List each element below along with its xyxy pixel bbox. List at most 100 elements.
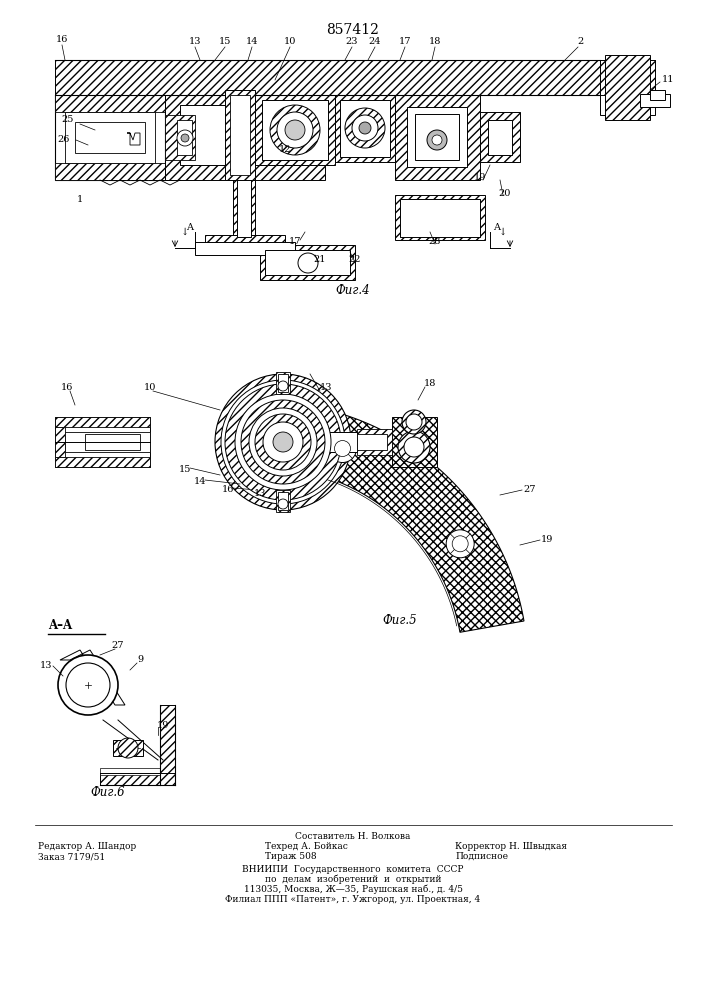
Bar xyxy=(100,768,160,775)
Text: 857412: 857412 xyxy=(327,23,380,37)
Circle shape xyxy=(406,414,422,430)
Bar xyxy=(488,120,512,155)
Bar xyxy=(165,95,325,180)
Polygon shape xyxy=(113,740,143,756)
Text: 17: 17 xyxy=(399,37,411,46)
Polygon shape xyxy=(127,133,140,145)
Bar xyxy=(260,245,355,280)
Text: 22: 22 xyxy=(349,255,361,264)
Bar xyxy=(65,432,150,452)
Text: 27: 27 xyxy=(112,641,124,650)
Circle shape xyxy=(427,130,447,150)
Circle shape xyxy=(249,408,317,476)
Bar xyxy=(600,60,655,95)
Circle shape xyxy=(334,441,351,457)
Text: 23: 23 xyxy=(346,37,358,46)
Bar xyxy=(278,492,288,510)
Text: Тираж 508: Тираж 508 xyxy=(265,852,317,861)
Text: 17: 17 xyxy=(288,237,301,246)
Polygon shape xyxy=(60,650,125,705)
Bar xyxy=(225,90,255,180)
Bar xyxy=(205,235,285,247)
Circle shape xyxy=(345,108,385,148)
Circle shape xyxy=(446,530,474,558)
Bar xyxy=(276,490,290,512)
Text: Техред А. Бойкас: Техред А. Бойкас xyxy=(265,842,348,851)
Bar xyxy=(265,250,350,275)
Circle shape xyxy=(352,115,378,141)
Text: ↓: ↓ xyxy=(499,228,507,236)
Bar xyxy=(278,374,288,392)
Circle shape xyxy=(263,422,303,462)
Bar xyxy=(85,434,140,450)
Text: Филиал ППП «Патент», г. Ужгород, ул. Проектная, 4: Филиал ППП «Патент», г. Ужгород, ул. Про… xyxy=(226,895,481,904)
Bar xyxy=(415,114,459,160)
Text: 16: 16 xyxy=(61,382,74,391)
Text: 9: 9 xyxy=(137,656,143,664)
Text: Корректор Н. Швыдкая: Корректор Н. Швыдкая xyxy=(455,842,567,851)
Bar xyxy=(480,112,520,162)
Bar xyxy=(75,122,145,153)
Text: 113035, Москва, Ж—35, Раушская наб., д. 4/5: 113035, Москва, Ж—35, Раушская наб., д. … xyxy=(243,885,462,894)
Bar xyxy=(335,95,395,162)
Text: 13: 13 xyxy=(189,37,201,46)
Bar xyxy=(55,417,150,467)
Bar xyxy=(600,60,655,115)
Bar xyxy=(65,112,155,163)
Circle shape xyxy=(398,431,430,463)
Bar xyxy=(276,372,290,394)
Circle shape xyxy=(452,536,468,552)
Bar xyxy=(195,242,295,255)
Text: Подписное: Подписное xyxy=(455,852,508,861)
Text: Фиг.6: Фиг.6 xyxy=(90,786,125,800)
Circle shape xyxy=(241,400,325,484)
Text: 18: 18 xyxy=(423,379,436,388)
Circle shape xyxy=(225,384,341,500)
Circle shape xyxy=(58,655,118,715)
Text: 14: 14 xyxy=(194,478,206,487)
Bar xyxy=(400,199,480,237)
Text: 2: 2 xyxy=(577,37,583,46)
Circle shape xyxy=(273,432,293,452)
Bar xyxy=(177,120,192,155)
Text: Составитель Н. Волкова: Составитель Н. Волкова xyxy=(296,832,411,841)
Text: Заказ 7179/51: Заказ 7179/51 xyxy=(38,852,105,861)
Circle shape xyxy=(215,374,351,510)
Circle shape xyxy=(278,499,288,509)
Text: 16: 16 xyxy=(56,35,68,44)
Bar xyxy=(100,773,175,785)
Bar xyxy=(55,417,150,427)
Text: 16: 16 xyxy=(222,486,234,494)
Text: 21: 21 xyxy=(314,255,326,264)
Text: 19: 19 xyxy=(541,536,553,544)
Circle shape xyxy=(66,663,110,707)
Text: по  делам  изобретений  и  открытий: по делам изобретений и открытий xyxy=(264,875,441,884)
Text: 1: 1 xyxy=(77,196,83,205)
Polygon shape xyxy=(254,402,524,632)
Bar xyxy=(237,180,251,237)
Bar xyxy=(55,457,150,467)
Bar xyxy=(407,107,467,167)
Bar xyxy=(317,432,357,452)
Bar xyxy=(165,115,195,160)
Text: 14: 14 xyxy=(246,37,258,46)
Circle shape xyxy=(181,134,189,142)
Bar xyxy=(55,163,165,180)
Bar xyxy=(55,60,600,95)
Bar xyxy=(650,90,665,100)
Text: 11: 11 xyxy=(662,76,674,85)
Circle shape xyxy=(298,253,318,273)
Bar xyxy=(395,95,480,180)
Text: 24: 24 xyxy=(369,37,381,46)
Text: 25: 25 xyxy=(62,115,74,124)
Text: ВНИИПИ  Государственного  комитета  СССР: ВНИИПИ Государственного комитета СССР xyxy=(243,865,464,874)
Text: ↓: ↓ xyxy=(181,228,189,236)
Bar xyxy=(392,417,437,467)
Circle shape xyxy=(359,122,371,134)
Text: 28: 28 xyxy=(429,237,441,246)
Circle shape xyxy=(118,738,138,758)
Circle shape xyxy=(221,380,345,504)
Bar xyxy=(340,100,390,157)
Text: 15: 15 xyxy=(179,466,191,475)
Text: 10: 10 xyxy=(144,382,156,391)
